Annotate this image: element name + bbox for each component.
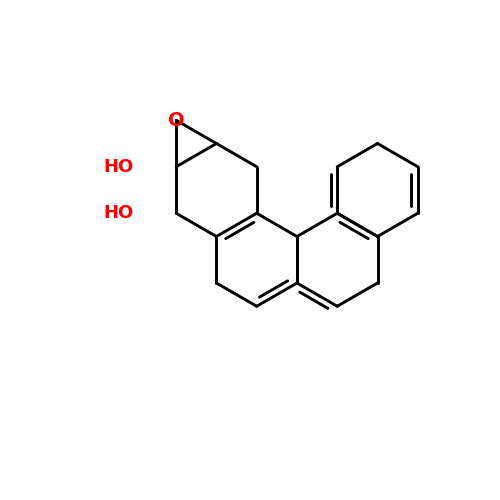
Text: O: O: [168, 110, 184, 130]
Text: HO: HO: [104, 158, 134, 176]
Text: HO: HO: [104, 204, 134, 222]
